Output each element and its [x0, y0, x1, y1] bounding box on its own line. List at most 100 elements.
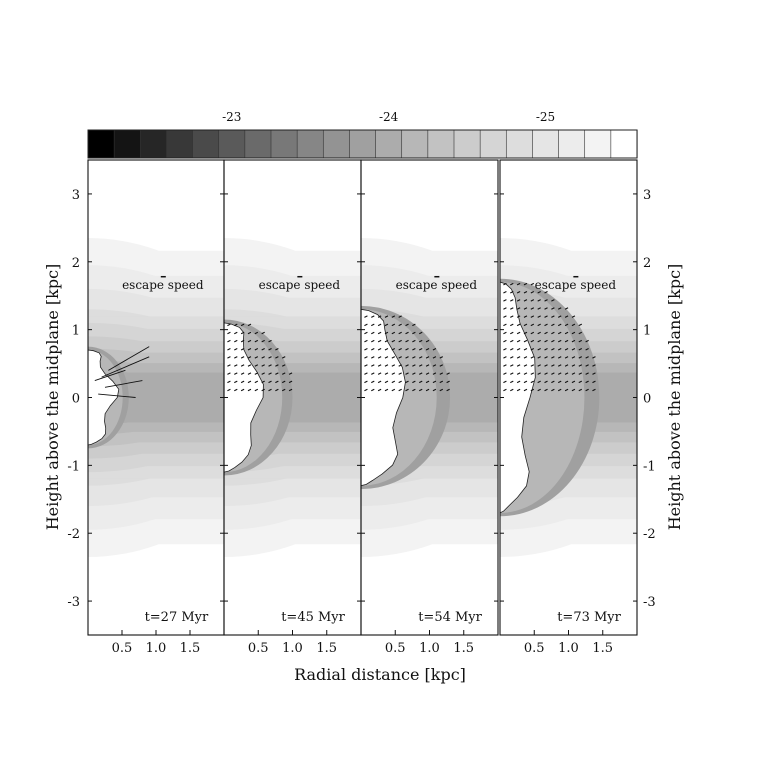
arrow [503, 356, 507, 359]
arrow [391, 356, 396, 359]
arrow [425, 372, 430, 375]
arrow [537, 299, 541, 302]
arrow [516, 282, 521, 286]
arrow [516, 380, 521, 384]
arrow [564, 307, 569, 310]
arrow [557, 315, 562, 318]
arrow [551, 356, 555, 359]
arrow [510, 372, 514, 375]
arrow [551, 315, 555, 318]
arrow [439, 388, 444, 392]
colorbar-cell [322, 129, 351, 159]
arrow [391, 380, 396, 384]
arrow [503, 380, 507, 384]
arrow [585, 388, 589, 392]
arrow [384, 348, 389, 351]
arrow [425, 380, 430, 384]
arrow [227, 356, 231, 359]
y-tick-label-left: 3 [72, 188, 80, 203]
y-tick-label-right: 2 [643, 256, 651, 271]
arrow [557, 307, 562, 310]
arrow [523, 307, 528, 310]
y-axis-label-right: Height above the midplane [kpc] [665, 264, 684, 531]
arrow [544, 299, 548, 302]
arrow [254, 339, 259, 343]
arrow [371, 356, 375, 359]
hot-bubble [88, 349, 120, 446]
arrow [571, 331, 576, 335]
arrow [398, 380, 402, 384]
arrow [391, 348, 396, 351]
arrow [418, 331, 423, 335]
x-tick-label: 1.0 [146, 641, 167, 656]
x-tick-label: 1.0 [558, 641, 579, 656]
arrow [537, 315, 541, 318]
arrow [261, 388, 265, 392]
arrow [384, 315, 389, 318]
arrow [234, 388, 238, 392]
arrow [288, 380, 293, 384]
arrow [240, 339, 245, 343]
arrow [537, 356, 541, 359]
x-tick-label: 0.5 [524, 641, 545, 656]
colorbar-cell [270, 129, 298, 159]
arrow [544, 388, 548, 392]
arrow [592, 364, 596, 367]
arrow [364, 339, 368, 343]
escape-speed-label: escape speed [396, 278, 478, 292]
arrow [94, 369, 126, 381]
arrow [275, 372, 279, 375]
arrow [261, 356, 265, 359]
arrow [537, 364, 541, 367]
y-tick-label-right: 3 [643, 188, 651, 203]
arrow [530, 315, 535, 318]
arrow [384, 356, 389, 359]
arrow [425, 356, 430, 359]
arrow [425, 388, 430, 392]
arrow [405, 364, 409, 367]
arrow [592, 372, 596, 375]
arrow [557, 323, 562, 327]
arrow [398, 372, 402, 375]
y-tick-label-left: -3 [67, 595, 80, 610]
arrow [557, 339, 562, 343]
escape-speed-label: escape speed [122, 278, 204, 292]
arrow [398, 356, 402, 359]
arrow [432, 388, 437, 392]
arrow [377, 364, 382, 367]
arrow [585, 339, 589, 343]
arrow [405, 323, 409, 327]
panel-time-label: t=54 Myr [418, 610, 482, 625]
colorbar-tick-label: -23 [222, 110, 241, 124]
arrow [412, 372, 416, 375]
arrow [377, 388, 382, 392]
arrow [537, 323, 541, 327]
x-tick-label: 1.5 [180, 641, 201, 656]
arrow [432, 356, 437, 359]
arrow [275, 364, 279, 367]
arrow [571, 348, 576, 351]
arrow [240, 323, 245, 327]
arrow [530, 307, 535, 310]
arrow [418, 339, 423, 343]
arrow [544, 364, 548, 367]
x-tick-label: 0.5 [385, 641, 406, 656]
arrow [530, 364, 535, 367]
colorbar-cell [610, 129, 638, 159]
colorbar-cell [349, 129, 377, 159]
arrow [551, 339, 555, 343]
arrow [412, 388, 416, 392]
arrow [234, 348, 238, 351]
arrow [405, 388, 409, 392]
arrow [364, 372, 368, 375]
arrow [510, 282, 514, 286]
arrow [405, 356, 409, 359]
arrow [384, 380, 389, 384]
arrow [544, 315, 548, 318]
arrow [247, 388, 252, 392]
arrow [551, 364, 555, 367]
arrow [268, 364, 272, 367]
arrow [384, 331, 389, 335]
velocity-arrows [364, 315, 450, 392]
arrow [240, 388, 245, 392]
